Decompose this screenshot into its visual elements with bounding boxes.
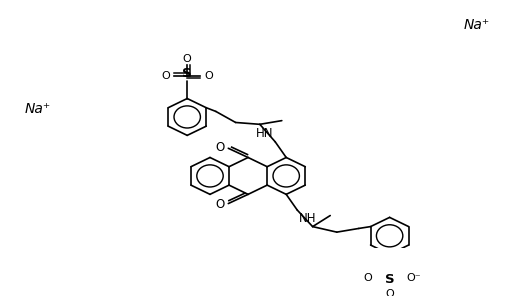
Text: O: O — [183, 54, 191, 64]
Text: O: O — [162, 71, 170, 81]
Text: O: O — [364, 273, 373, 283]
Text: O: O — [215, 198, 224, 211]
Text: HN: HN — [256, 127, 273, 140]
Text: Na⁺: Na⁺ — [25, 102, 51, 116]
Text: O: O — [385, 289, 394, 296]
Text: O: O — [215, 141, 224, 154]
Text: O: O — [204, 71, 213, 81]
Text: O⁻: O⁻ — [407, 273, 421, 283]
Text: NH: NH — [299, 212, 317, 225]
Text: S: S — [385, 273, 395, 286]
Text: S: S — [183, 67, 192, 80]
Text: Na⁺: Na⁺ — [464, 18, 490, 32]
